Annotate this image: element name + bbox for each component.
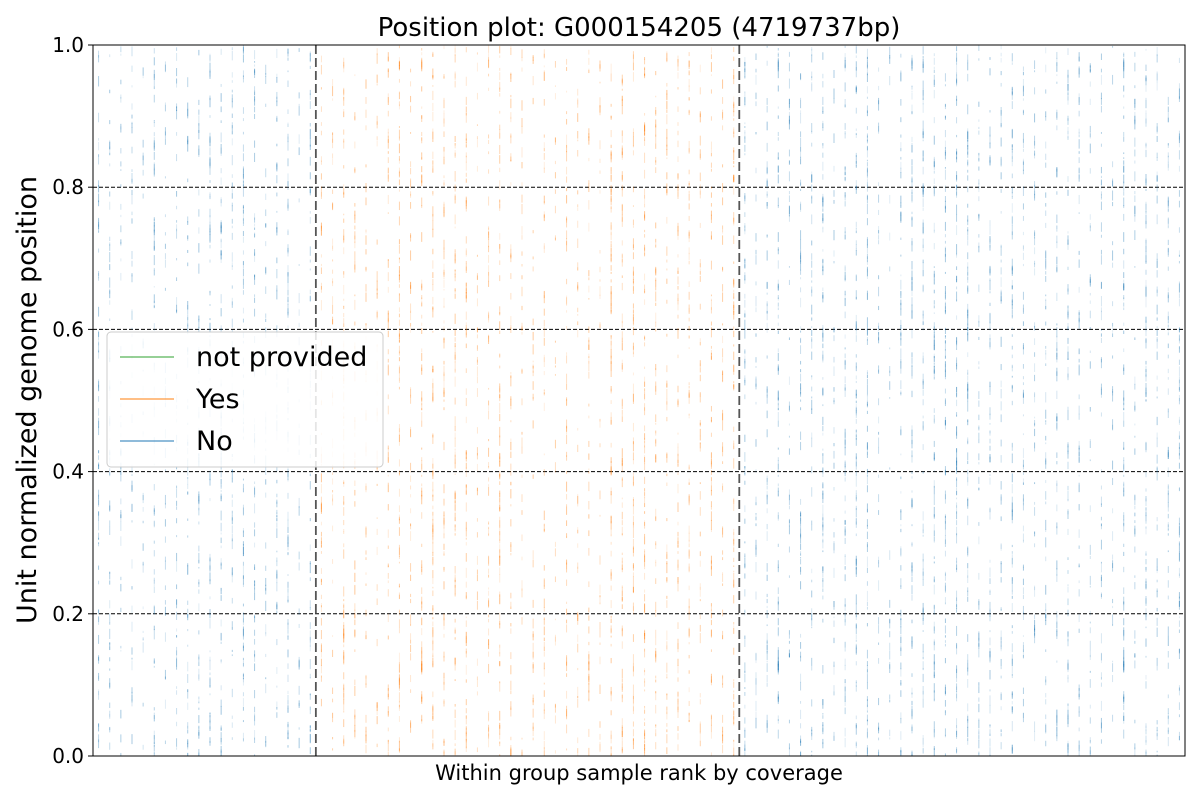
chart-title: Position plot: G000154205 (4719737bp) <box>378 13 901 43</box>
grid-lines <box>93 186 1185 615</box>
